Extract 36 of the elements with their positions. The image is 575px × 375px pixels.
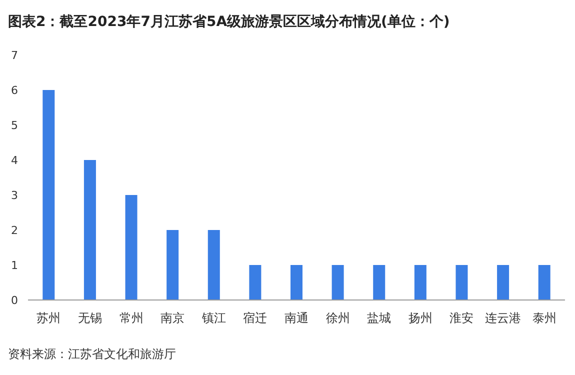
bar xyxy=(456,265,468,300)
y-tick-label: 7 xyxy=(11,49,18,62)
x-tick-label: 南京 xyxy=(160,311,185,325)
x-tick-label: 盐城 xyxy=(367,311,392,325)
y-tick-label: 6 xyxy=(11,84,18,97)
x-tick-label: 南通 xyxy=(284,311,308,325)
bar xyxy=(414,265,426,300)
text: 资料来源：江苏省文化和旅游厅 xyxy=(8,347,176,361)
bar xyxy=(166,230,179,300)
y-tick-label: 0 xyxy=(11,294,18,307)
chart-title: 图表2：截至2023年7月江苏省5A级旅游景区区域分布情况(单位：个) xyxy=(8,14,450,30)
bar xyxy=(290,265,302,300)
x-tick-label: 泰州 xyxy=(532,311,556,325)
x-tick-label: 苏州 xyxy=(36,311,61,325)
bar xyxy=(208,230,220,300)
x-tick-label: 宿迁 xyxy=(243,311,268,325)
y-tick-label: 5 xyxy=(11,119,18,132)
bar xyxy=(249,265,262,300)
y-tick-label: 2 xyxy=(11,224,18,237)
y-tick-label: 4 xyxy=(11,154,18,167)
x-tick-label: 徐州 xyxy=(326,311,350,325)
x-tick-label: 无锡 xyxy=(78,311,102,325)
x-tick-label: 连云港 xyxy=(485,311,522,325)
x-tick-label: 淮安 xyxy=(450,311,474,325)
bar xyxy=(497,265,510,300)
bar xyxy=(373,265,386,300)
bar xyxy=(42,90,55,300)
x-tick-label: 扬州 xyxy=(408,311,432,325)
bar xyxy=(125,195,138,300)
x-tick-label: 常州 xyxy=(119,311,144,325)
y-tick-label: 1 xyxy=(11,259,18,272)
bar xyxy=(538,265,550,300)
bar xyxy=(84,160,96,300)
y-tick-label: 3 xyxy=(11,189,18,202)
bar xyxy=(332,265,344,300)
x-tick-label: 镇江 xyxy=(200,311,226,325)
